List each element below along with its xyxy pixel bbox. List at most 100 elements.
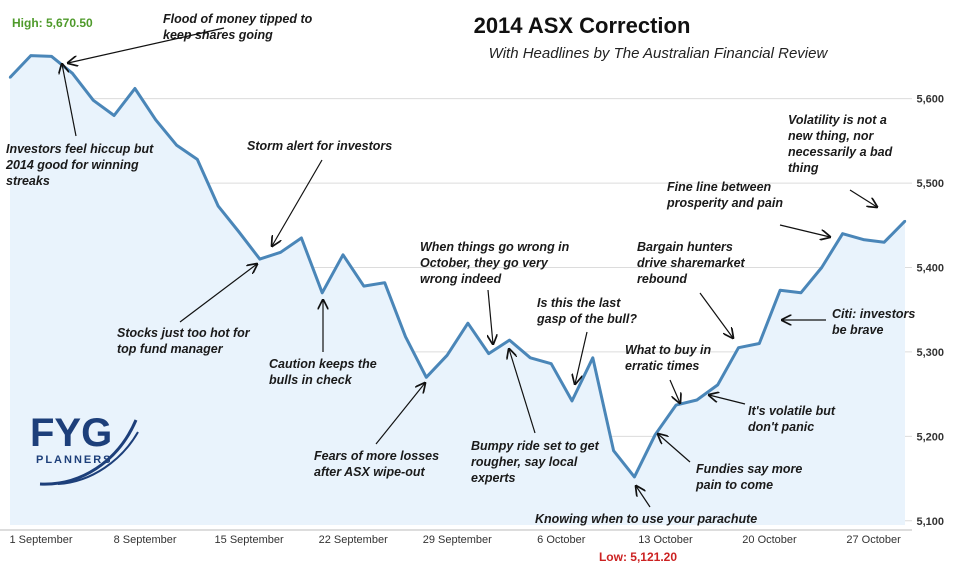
- x-tick-label: 8 September: [114, 534, 177, 546]
- annotation-text: Bargain hunters drive sharemarket rebound: [637, 240, 746, 286]
- data-point: [550, 362, 553, 365]
- annotation-line: Volatility is not a: [788, 113, 887, 127]
- annotation-line: Fears of more losses: [314, 449, 439, 463]
- data-point: [778, 289, 782, 292]
- data-point: [820, 266, 823, 269]
- annotation-arrow: [575, 331, 588, 384]
- annotation: Fine line between prosperity and pain: [666, 180, 830, 237]
- low-label: Low: 5,121.20: [599, 550, 677, 564]
- annotation-line: rougher, say local: [471, 455, 578, 469]
- data-point: [216, 204, 220, 208]
- data-point: [695, 398, 699, 402]
- logo-swoosh-icon: [39, 419, 138, 486]
- annotations: Flood of money tipped to keep shares goin…: [5, 12, 915, 526]
- annotation-line: Fine line between: [667, 180, 772, 194]
- annotation-line: October, they go very: [420, 256, 549, 270]
- annotation-line: Fundies say more: [696, 462, 802, 476]
- annotation: It's volatile but don't panic: [709, 395, 836, 434]
- annotation-line: Knowing when to use your parachute: [535, 512, 757, 526]
- annotation-arrow: [709, 395, 746, 405]
- annotation-text: Bumpy ride set to get rougher, say local e…: [471, 439, 600, 485]
- data-point: [445, 354, 449, 357]
- y-tick-label: 5,300: [916, 347, 944, 359]
- data-point: [175, 143, 178, 147]
- y-tick-label: 5,200: [916, 431, 944, 443]
- data-point: [341, 253, 345, 256]
- annotation-arrow: [272, 159, 323, 246]
- annotation-text: What to buy in erratic times: [625, 343, 711, 373]
- series-area: [10, 55, 905, 525]
- data-point: [862, 238, 865, 241]
- logo-sub-text: PLANNERS: [36, 454, 113, 466]
- annotation-line: thing: [788, 161, 819, 175]
- annotation-line: drive sharemarket: [637, 256, 746, 270]
- annotation-line: Storm alert for investors: [247, 139, 392, 153]
- x-tick-label: 29 September: [423, 534, 492, 546]
- y-tick-label: 5,600: [916, 94, 944, 106]
- annotation-line: streaks: [6, 174, 50, 188]
- annotation-text: Fundies say more pain to come: [695, 462, 802, 492]
- annotation-line: pain to come: [695, 478, 773, 492]
- logo-swoosh-icon-2: [57, 431, 139, 485]
- annotation-text: Is this the last gasp of the bull?: [536, 296, 637, 326]
- data-point: [591, 356, 594, 359]
- annotation-text: Stocks just too hot for top fund manager: [117, 326, 251, 356]
- annotation: Is this the last gasp of the bull?: [536, 296, 637, 384]
- data-point: [487, 352, 490, 355]
- annotation-arrow: [669, 379, 680, 403]
- annotation-line: It's volatile but: [748, 404, 836, 418]
- x-tick-label: 1 September: [10, 534, 73, 546]
- data-point: [799, 291, 803, 294]
- x-tick-label: 27 October: [846, 534, 901, 546]
- annotation-arrow: [636, 486, 651, 508]
- data-point: [50, 55, 53, 58]
- annotation: Volatility is not a new thing, nor necessa…: [788, 113, 893, 207]
- data-point: [737, 346, 740, 349]
- series-line: [8, 54, 907, 479]
- annotation: Stocks just too hot for top fund manager: [117, 264, 257, 356]
- annotation-text: Knowing when to use your parachute: [535, 512, 757, 526]
- data-point: [841, 232, 844, 235]
- data-point: [29, 54, 32, 57]
- annotation-line: Bargain hunters: [637, 240, 733, 254]
- annotation-text: Caution keeps the bulls in check: [269, 357, 377, 387]
- annotation-line: Investors feel hiccup but: [6, 142, 154, 156]
- annotation: What to buy in erratic times: [625, 343, 711, 403]
- data-point: [654, 433, 657, 436]
- data-point: [529, 356, 532, 359]
- data-point: [404, 335, 407, 338]
- y-tick-label: 5,100: [916, 516, 944, 528]
- data-point: [112, 114, 116, 117]
- annotation: Fundies say more pain to come: [658, 434, 802, 492]
- annotation-line: When things go wrong in: [420, 240, 570, 254]
- data-point: [279, 251, 282, 254]
- y-axis-ticks: 5,600 5,500 5,400 5,300 5,200 5,100: [916, 94, 944, 528]
- annotation-text: Flood of money tipped to keep shares goin…: [163, 12, 313, 42]
- annotation-line: bulls in check: [269, 373, 353, 387]
- annotation-arrow: [509, 349, 536, 434]
- annotation: Citi: investors be brave: [782, 307, 915, 337]
- annotation-text: Fine line between prosperity and pain: [666, 180, 783, 210]
- annotation-arrow: [179, 264, 257, 323]
- annotation-text: Storm alert for investors: [247, 139, 392, 153]
- fyg-logo: FYG PLANNERS: [30, 411, 139, 486]
- data-point: [466, 322, 470, 325]
- annotation-line: necessarily a bad: [788, 145, 893, 159]
- annotation-arrow: [849, 189, 877, 207]
- chart-subtitle: With Headlines by The Australian Financi…: [489, 45, 829, 62]
- annotation: Fears of more losses after ASX wipe-out: [314, 383, 439, 479]
- annotation-arrow: [375, 383, 425, 445]
- data-point: [300, 236, 303, 240]
- series-points: [8, 54, 907, 479]
- data-point: [633, 475, 636, 479]
- data-point: [237, 230, 241, 234]
- logo-main-text: FYG: [30, 411, 112, 455]
- data-point: [71, 72, 74, 75]
- annotation-line: Citi: investors: [832, 307, 915, 321]
- annotation-line: What to buy in: [625, 343, 711, 357]
- high-label: High: 5,670.50: [12, 16, 93, 30]
- x-tick-label: 22 September: [319, 534, 388, 546]
- x-tick-label: 20 October: [742, 534, 797, 546]
